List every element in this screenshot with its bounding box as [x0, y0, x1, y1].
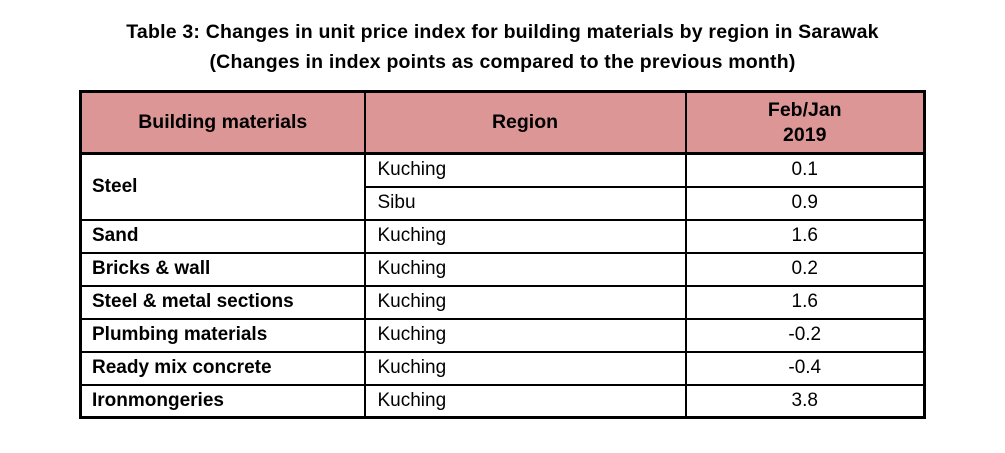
- value-cell: 3.8: [684, 383, 926, 419]
- material-cell-ready-mix-concrete: Ready mix concrete: [79, 350, 366, 386]
- table-row-steel-sibu: Sibu 0.9: [81, 186, 926, 221]
- header-row: Building materials Region Feb/Jan 2019: [79, 90, 926, 155]
- header-region: Region: [363, 90, 687, 155]
- region-cell: Kuching: [363, 317, 687, 353]
- table-row-steel-metal-sections: Steel & metal sections Kuching 1.6: [79, 284, 926, 320]
- region-cell: Sibu: [363, 186, 687, 221]
- material-cell-steel: Steel: [79, 152, 366, 221]
- material-cell-steel-metal-sections: Steel & metal sections: [79, 284, 366, 320]
- value-cell: 1.6: [684, 218, 926, 254]
- table-row-plumbing-materials: Plumbing materials Kuching -0.2: [79, 317, 926, 353]
- header-period-line1: Feb/Jan: [767, 98, 842, 121]
- material-cell-plumbing-materials: Plumbing materials: [79, 317, 366, 353]
- value-cell: 1.6: [684, 284, 926, 320]
- table-row-ready-mix-concrete: Ready mix concrete Kuching -0.4: [79, 350, 926, 386]
- region-cell: Kuching: [363, 350, 687, 386]
- table-title-line1: Table 3: Changes in unit price index for…: [126, 21, 879, 43]
- region-cell: Kuching: [363, 218, 687, 254]
- region-cell: Kuching: [363, 152, 687, 188]
- header-building-materials: Building materials: [79, 90, 366, 155]
- table-row-bricks-wall: Bricks & wall Kuching 0.2: [79, 251, 926, 287]
- material-cell-sand: Sand: [79, 218, 366, 254]
- value-cell: 0.9: [684, 186, 926, 221]
- material-cell-bricks-wall: Bricks & wall: [79, 251, 366, 287]
- value-cell: 0.2: [684, 251, 926, 287]
- material-cell-ironmongeries: Ironmongeries: [79, 383, 366, 419]
- header-period-line2: 2019: [783, 123, 827, 146]
- region-cell: Kuching: [363, 251, 687, 287]
- value-cell: -0.2: [684, 317, 926, 353]
- table-title: Table 3: Changes in unit price index for…: [0, 0, 1005, 77]
- region-cell: Kuching: [363, 284, 687, 320]
- table-row-steel-kuching: Steel Kuching 0.1: [79, 152, 926, 221]
- price-index-table: Building materials Region Feb/Jan 2019 S…: [79, 90, 926, 419]
- value-cell: -0.4: [684, 350, 926, 386]
- region-cell: Kuching: [363, 383, 687, 419]
- header-period: Feb/Jan 2019: [684, 90, 926, 155]
- table-row-ironmongeries: Ironmongeries Kuching 3.8: [79, 383, 926, 419]
- table-row-sand: Sand Kuching 1.6: [79, 218, 926, 254]
- table-title-line2: (Changes in index points as compared to …: [209, 51, 796, 73]
- value-cell: 0.1: [684, 152, 926, 188]
